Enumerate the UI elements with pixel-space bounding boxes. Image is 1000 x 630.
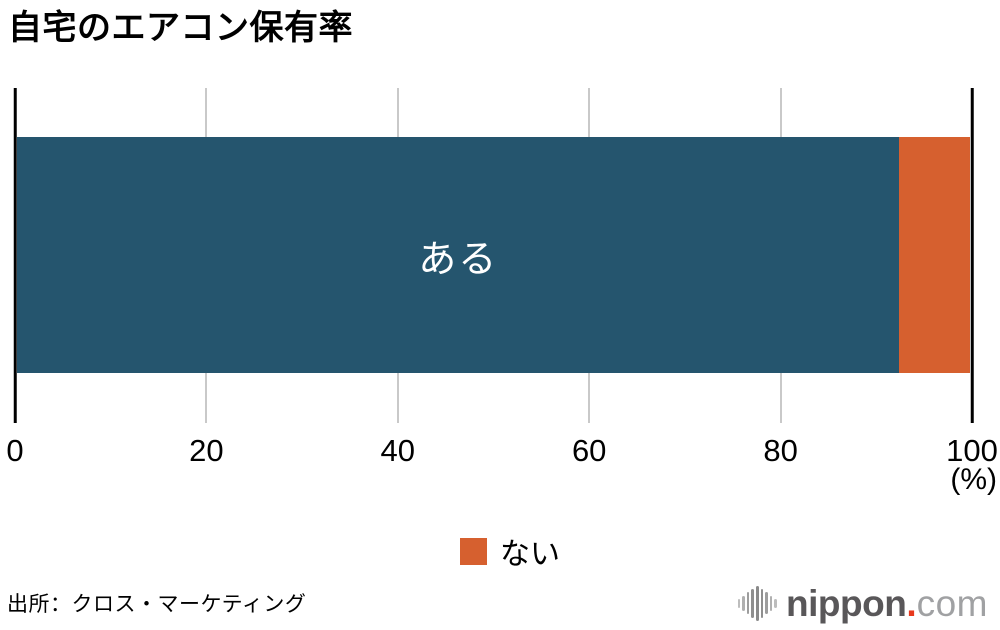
axis-line-0	[13, 88, 17, 423]
bar-segment-aru-label: ある	[418, 238, 499, 281]
nippon-com-logo: nippon . com	[737, 582, 988, 624]
tick-label-40: 40	[380, 433, 416, 468]
source-note: 出所：クロス・マーケティング	[7, 593, 307, 616]
tick-label-0: 0	[6, 433, 24, 468]
logo-text-com: com	[916, 582, 988, 624]
tick-labels: 0 20 40 60 80 100	[6, 433, 997, 469]
tick-label-20: 20	[189, 433, 224, 468]
legend: ない	[10, 529, 1000, 573]
axis-line-100	[970, 88, 974, 423]
bar-segment-aru: ある	[17, 137, 900, 373]
bar-segment-nai	[899, 137, 970, 373]
soundwave-icon	[737, 583, 778, 623]
tick-label-60: 60	[571, 433, 607, 468]
chart-title: 自宅のエアコン保有率	[8, 9, 353, 47]
logo-text-nippon: nippon	[786, 582, 907, 624]
legend-swatch-nai	[460, 537, 487, 565]
tick-label-80: 80	[763, 433, 798, 468]
plot-area: ある	[13, 88, 974, 423]
logo-dot: .	[906, 582, 917, 624]
axis-unit-label: (%)	[950, 463, 997, 496]
tick-label-100: 100	[946, 433, 998, 468]
logo-text: nippon . com	[786, 585, 988, 622]
legend-label-nai: ない	[500, 538, 560, 571]
stacked-bar: ある	[17, 137, 970, 373]
